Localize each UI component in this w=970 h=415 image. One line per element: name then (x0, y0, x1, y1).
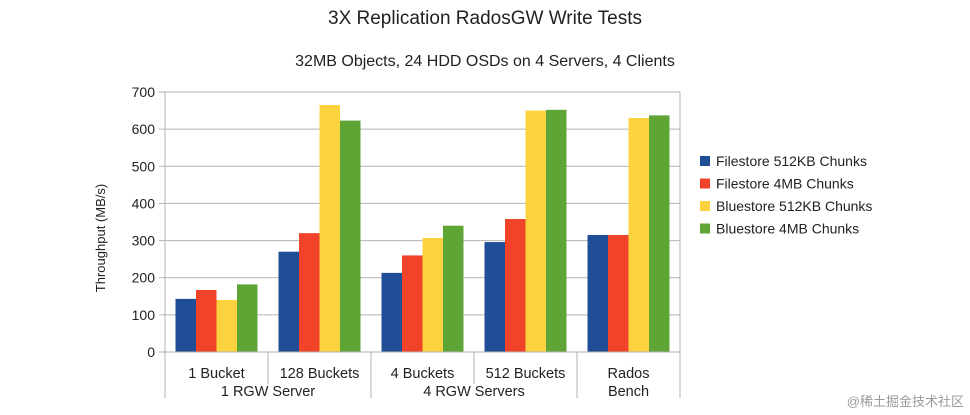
y-tick-label: 100 (132, 307, 156, 323)
bar (525, 110, 546, 352)
bar (237, 284, 258, 352)
legend-label: Bluestore 4MB Chunks (716, 221, 859, 237)
bar (175, 298, 196, 352)
x-category-label: Bench (608, 384, 649, 400)
bar (319, 105, 340, 352)
bar (216, 300, 237, 352)
x-categories: 1 Bucket 128 Buckets 4 Buckets 512 Buckets R… (188, 366, 649, 400)
legend-label: Filestore 512KB Chunks (716, 153, 867, 169)
bar (628, 118, 649, 352)
bar (649, 115, 670, 353)
y-ticks: 0 100 200 300 400 500 600 700 (132, 84, 156, 360)
x-category-label: 4 Buckets (391, 366, 455, 382)
legend-swatch (700, 201, 710, 211)
x-group-label: 1 RGW Server (221, 384, 315, 400)
bar (340, 120, 361, 352)
y-tick-label: 600 (132, 121, 156, 137)
bar (381, 272, 402, 352)
bar (608, 235, 629, 352)
y-tick-label: 400 (132, 195, 156, 211)
bar (587, 235, 608, 352)
bar (422, 237, 443, 352)
x-category-label: Rados (608, 366, 650, 382)
watermark: @稀土掘金技术社区 (847, 394, 964, 409)
legend-swatch (700, 156, 710, 166)
bars (175, 105, 670, 353)
bar (278, 251, 299, 352)
x-category-label: 512 Buckets (486, 366, 566, 382)
x-group-label: 4 RGW Servers (423, 384, 525, 400)
y-tick-label: 300 (132, 233, 156, 249)
bar (546, 109, 567, 352)
chart-subtitle: 32MB Objects, 24 HDD OSDs on 4 Servers, … (295, 53, 675, 70)
y-tick-label: 0 (147, 344, 155, 360)
legend: Filestore 512KB Chunks Filestore 4MB Chun… (700, 153, 872, 237)
x-category-label: 1 Bucket (188, 366, 244, 382)
y-tick-label: 500 (132, 158, 156, 174)
x-category-label: 128 Buckets (280, 366, 360, 382)
bar (196, 289, 217, 352)
bar (505, 219, 526, 352)
bar (443, 225, 464, 352)
axes (164, 92, 681, 398)
bar (402, 255, 423, 352)
bar (484, 242, 505, 352)
legend-swatch (700, 178, 710, 189)
y-tick-label: 200 (132, 270, 156, 286)
y-tick-label: 700 (132, 84, 156, 100)
legend-swatch (700, 223, 710, 234)
chart-title: 3X Replication RadosGW Write Tests (328, 8, 642, 29)
y-axis-label: Throughput (MB/s) (93, 184, 108, 292)
legend-label: Filestore 4MB Chunks (716, 176, 854, 192)
bar (299, 233, 320, 352)
legend-label: Bluestore 512KB Chunks (716, 198, 872, 214)
